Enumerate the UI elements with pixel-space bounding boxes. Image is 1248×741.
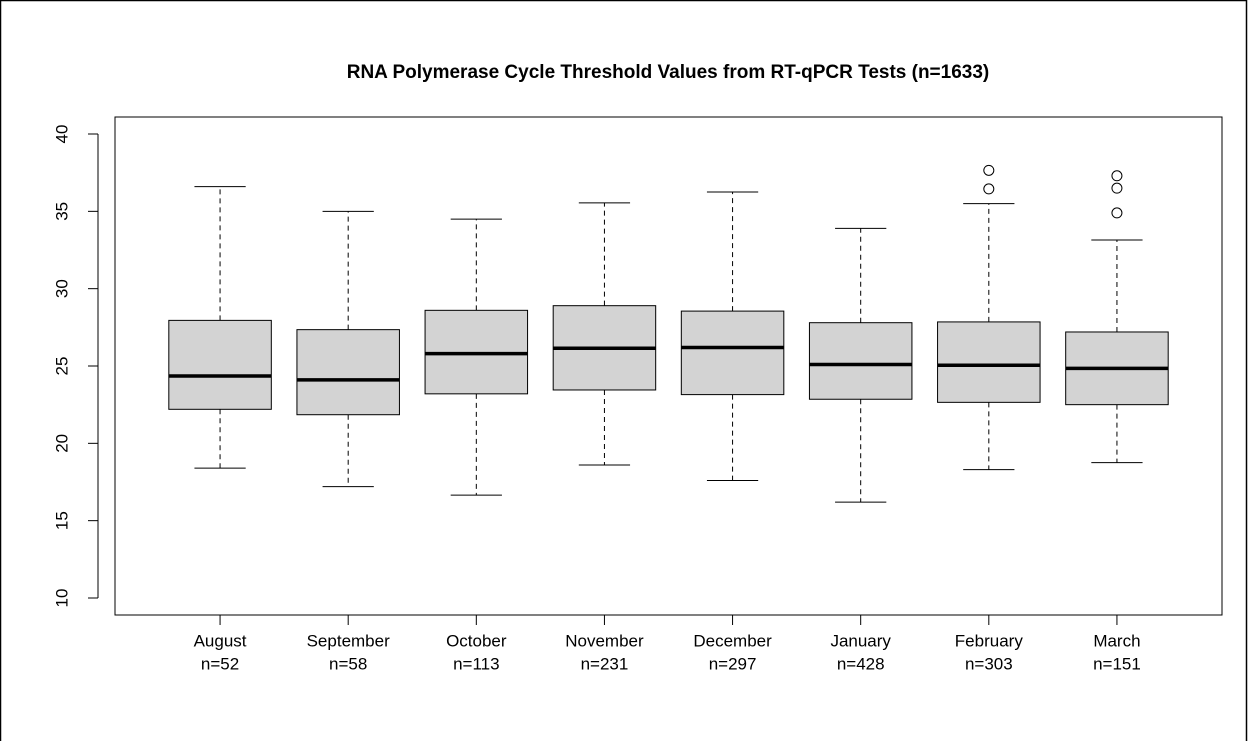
x-tick-label: January bbox=[830, 631, 891, 650]
y-tick-label: 30 bbox=[52, 279, 71, 298]
x-tick-label: December bbox=[693, 631, 772, 650]
x-tick-label: November bbox=[565, 631, 644, 650]
x-tick-label: August bbox=[194, 631, 247, 650]
outlier bbox=[1111, 182, 1123, 194]
y-tick-label: 20 bbox=[52, 434, 71, 453]
box bbox=[680, 310, 785, 396]
x-tick-label: October bbox=[446, 631, 507, 650]
box bbox=[808, 322, 913, 400]
x-tick-sublabel: n=58 bbox=[329, 654, 367, 673]
outlier bbox=[983, 183, 995, 195]
x-tick-sublabel: n=52 bbox=[201, 654, 239, 673]
box bbox=[168, 319, 272, 410]
outlier bbox=[1111, 207, 1123, 219]
x-tick-label: March bbox=[1093, 631, 1140, 650]
y-tick-label: 40 bbox=[52, 125, 71, 144]
chart-title: RNA Polymerase Cycle Threshold Values fr… bbox=[347, 62, 990, 83]
x-tick-sublabel: n=428 bbox=[837, 654, 885, 673]
x-tick-sublabel: n=303 bbox=[965, 654, 1013, 673]
x-tick-label: February bbox=[955, 631, 1024, 650]
box bbox=[937, 321, 1041, 403]
y-tick-label: 35 bbox=[52, 202, 71, 221]
outlier bbox=[983, 164, 995, 176]
x-tick-sublabel: n=297 bbox=[709, 654, 757, 673]
x-tick-label: September bbox=[307, 631, 390, 650]
y-tick-label: 15 bbox=[52, 511, 71, 530]
plot-frame bbox=[114, 116, 1223, 616]
x-tick-sublabel: n=151 bbox=[1093, 654, 1141, 673]
y-tick-label: 25 bbox=[52, 357, 71, 376]
x-tick-sublabel: n=231 bbox=[581, 654, 629, 673]
box bbox=[296, 329, 400, 416]
x-tick-sublabel: n=113 bbox=[453, 654, 499, 673]
outlier bbox=[1111, 170, 1123, 182]
y-tick-label: 10 bbox=[52, 589, 71, 608]
